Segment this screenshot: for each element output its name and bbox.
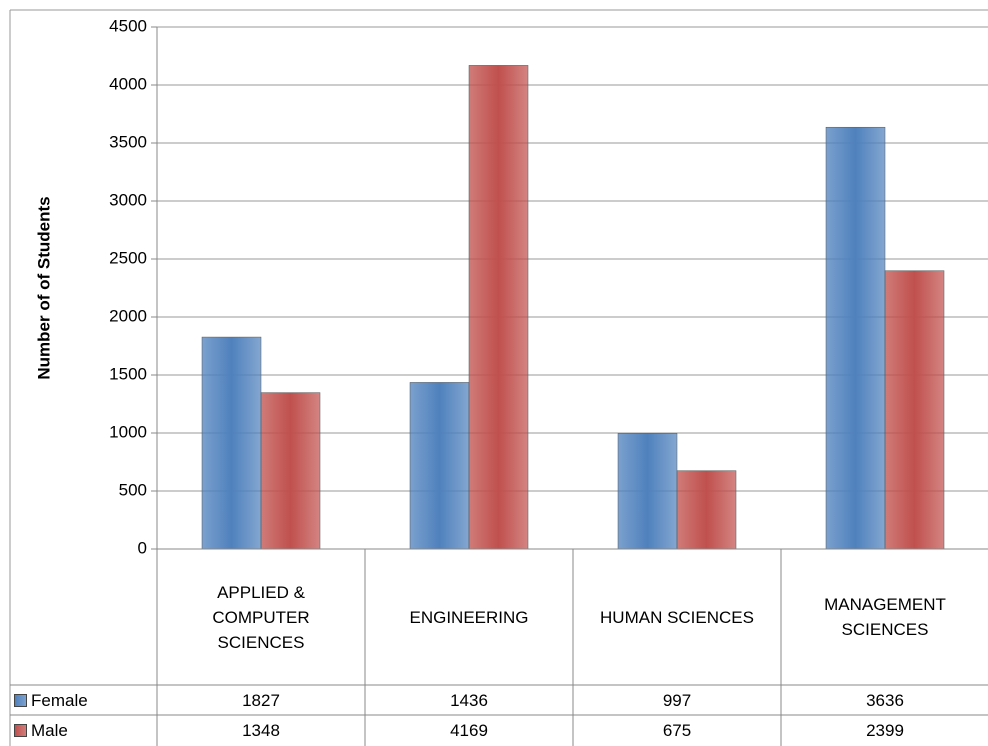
data-table-value: 1348	[242, 720, 280, 740]
data-table-value: 997	[662, 690, 692, 710]
legend-entry: Female	[10, 685, 157, 715]
bar	[260, 392, 321, 550]
x-tick-label: APPLIED & COMPUTER SCIENCES	[212, 582, 310, 652]
bar	[884, 270, 945, 550]
bar	[468, 65, 529, 550]
x-tick-label: MANAGEMENT SCIENCES	[824, 595, 946, 639]
y-tick-label: 3000	[109, 190, 147, 209]
bar	[825, 126, 886, 550]
data-table-value: 1827	[242, 690, 280, 710]
data-table-value: 2399	[866, 720, 904, 740]
legend-entry: Male	[10, 715, 157, 745]
y-tick-label: 3500	[109, 132, 147, 151]
y-tick-label: 500	[119, 480, 147, 499]
legend-swatch	[14, 723, 27, 737]
x-tick-label: HUMAN SCIENCES	[600, 607, 754, 627]
y-tick-label: 1000	[109, 422, 147, 441]
data-table-value: 675	[662, 720, 692, 740]
y-tick-label: 4500	[109, 16, 147, 35]
bar	[201, 336, 262, 550]
x-tick-label: ENGINEERING	[409, 607, 529, 627]
data-table-value: 3636	[866, 690, 904, 710]
data-table-value: 4169	[450, 720, 488, 740]
data-table-value: 1436	[450, 690, 488, 710]
legend-label: Female	[31, 690, 88, 710]
y-tick-label: 1500	[109, 364, 147, 383]
y-tick-label: 2500	[109, 248, 147, 267]
y-axis-label: Number of of Students	[34, 196, 53, 379]
y-tick-label: 4000	[109, 74, 147, 93]
bar	[676, 470, 737, 550]
legend-swatch	[14, 693, 27, 707]
bar	[409, 382, 470, 550]
y-tick-label: 2000	[109, 306, 147, 325]
y-tick-label: 0	[138, 538, 147, 557]
legend-label: Male	[31, 720, 68, 740]
bar	[617, 433, 678, 550]
